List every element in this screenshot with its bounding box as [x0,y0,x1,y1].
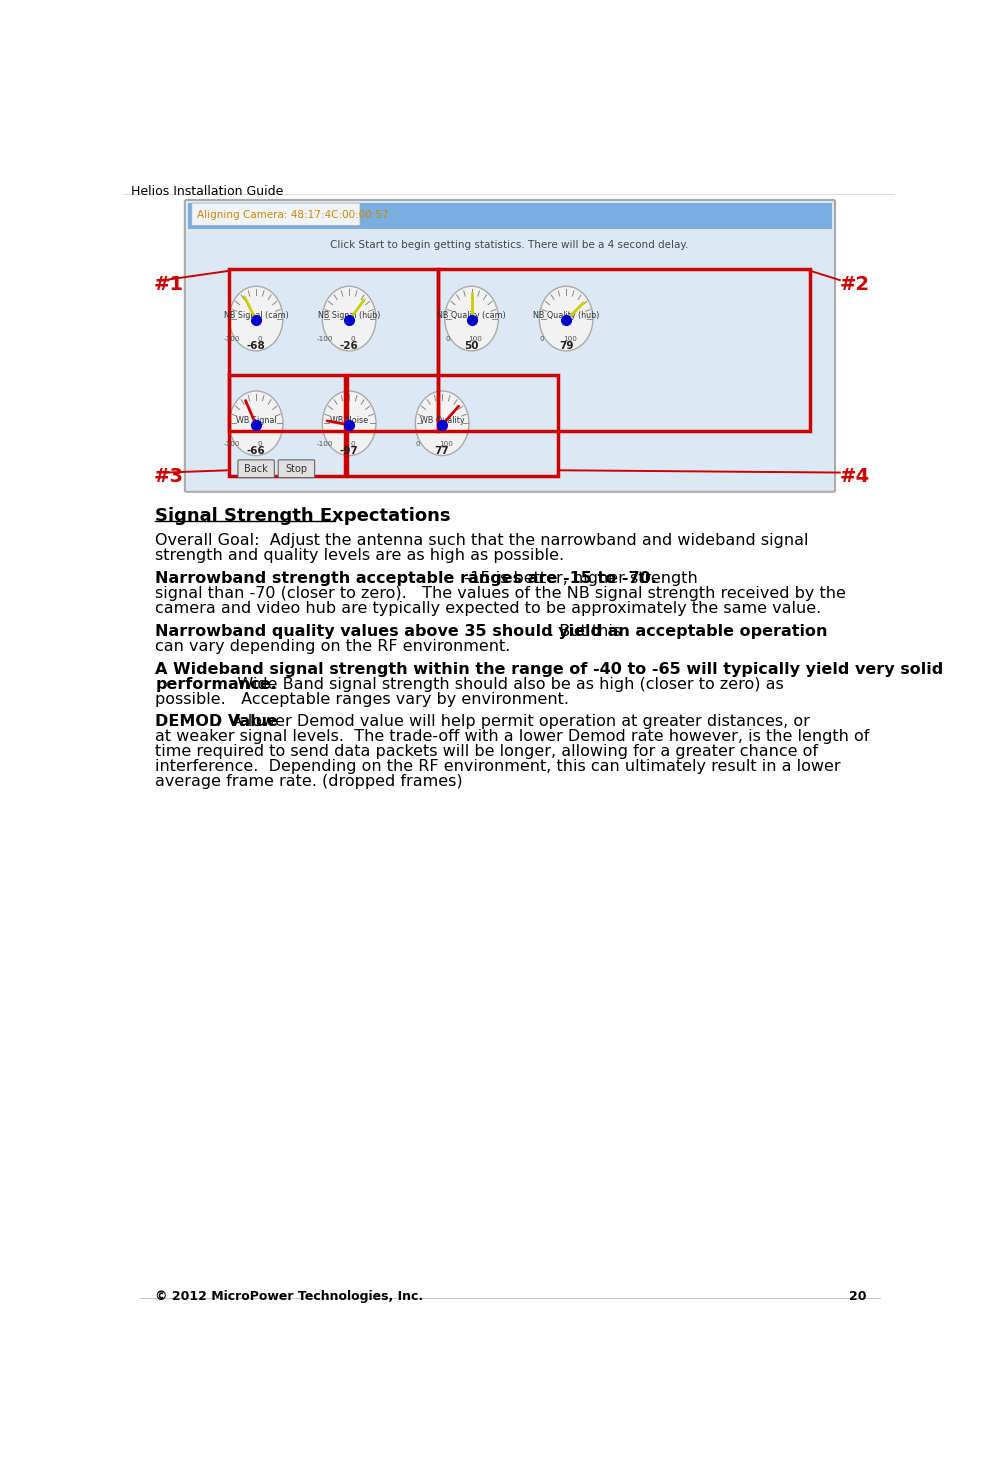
Text: Click Start to begin getting statistics. There will be a 4 second delay.: Click Start to begin getting statistics.… [330,240,688,251]
Ellipse shape [229,286,282,351]
Text: time required to send data packets will be longer, allowing for a greater chance: time required to send data packets will … [155,744,817,759]
Bar [188,203,831,230]
Text: -15 is better, higher strength: -15 is better, higher strength [448,570,697,587]
Text: average frame rate. (dropped frames): average frame rate. (dropped frames) [155,774,462,790]
Text: 100: 100 [438,441,452,447]
Text: :  A lower Demod value will help permit operation at greater distances, or: : A lower Demod value will help permit o… [216,715,809,730]
Text: Wide Band signal strength should also be as high (closer to zero) as: Wide Band signal strength should also be… [222,677,783,691]
Text: can vary depending on the RF environment.: can vary depending on the RF environment… [155,638,510,654]
Text: 0: 0 [257,336,262,342]
Text: WB Noise: WB Noise [330,416,368,425]
Text: Back: Back [244,464,267,473]
Text: © 2012 MicroPower Technologies, Inc.: © 2012 MicroPower Technologies, Inc. [155,1290,423,1303]
FancyBboxPatch shape [185,200,834,492]
Text: -100: -100 [316,336,333,342]
Text: performance.: performance. [155,677,277,691]
Bar [229,374,345,476]
FancyBboxPatch shape [192,203,360,226]
Text: NB Signal (hub): NB Signal (hub) [318,311,380,320]
Text: Helios Installation Guide: Helios Installation Guide [130,184,282,198]
Text: 0: 0 [350,441,355,447]
Text: signal than -70 (closer to zero).   The values of the NB signal strength receive: signal than -70 (closer to zero). The va… [155,587,846,601]
Text: strength and quality levels are as high as possible.: strength and quality levels are as high … [155,548,564,563]
Ellipse shape [322,286,376,351]
Text: WB Signal: WB Signal [236,416,276,425]
Bar [347,374,558,476]
Text: 100: 100 [468,336,482,342]
Text: at weaker signal levels.  The trade-off with a lower Demod rate however, is the : at weaker signal levels. The trade-off w… [155,730,869,744]
Text: DEMOD Value: DEMOD Value [155,715,278,730]
Text: 0: 0 [350,336,355,342]
Text: -97: -97 [339,445,358,455]
Text: . But this: . But this [549,624,620,638]
Text: #4: #4 [839,467,869,486]
Text: -68: -68 [247,340,265,351]
Text: 0: 0 [444,336,449,342]
Text: Narrowband quality values above 35 should yield an acceptable operation: Narrowband quality values above 35 shoul… [155,624,827,638]
Text: 20: 20 [849,1290,866,1303]
Text: NB Signal (cam): NB Signal (cam) [224,311,288,320]
Text: 100: 100 [563,336,577,342]
Text: camera and video hub are typically expected to be approximately the same value.: camera and video hub are typically expec… [155,601,821,616]
Text: 0: 0 [539,336,544,342]
Text: Stop: Stop [285,464,307,473]
Bar [437,270,809,430]
Text: 0: 0 [415,441,419,447]
Text: -66: -66 [247,445,265,455]
Text: 79: 79 [559,340,573,351]
Text: -100: -100 [224,441,240,447]
Text: #2: #2 [839,274,869,293]
Ellipse shape [322,391,376,455]
Text: #3: #3 [154,467,184,486]
Text: -100: -100 [316,441,333,447]
Text: A Wideband signal strength within the range of -40 to -65 will typically yield v: A Wideband signal strength within the ra… [155,662,942,677]
Text: #1: #1 [154,274,184,293]
Ellipse shape [539,286,592,351]
Text: Aligning Camera: 48:17:4C:00:00:57: Aligning Camera: 48:17:4C:00:00:57 [197,209,389,220]
Text: -100: -100 [224,336,240,342]
Text: -26: -26 [339,340,358,351]
Text: NB Quality (cam): NB Quality (cam) [436,311,505,320]
Ellipse shape [229,391,282,455]
Text: 50: 50 [464,340,478,351]
Text: Signal Strength Expectations: Signal Strength Expectations [155,507,450,525]
Text: interference.  Depending on the RF environment, this can ultimately result in a : interference. Depending on the RF enviro… [155,759,840,774]
Text: WB Quality: WB Quality [419,416,464,425]
Text: possible.   Acceptable ranges vary by environment.: possible. Acceptable ranges vary by envi… [155,691,569,706]
Ellipse shape [444,286,498,351]
Text: 0: 0 [257,441,262,447]
Text: NB Quality (hub): NB Quality (hub) [533,311,598,320]
Text: Overall Goal:  Adjust the antenna such that the narrowband and wideband signal: Overall Goal: Adjust the antenna such th… [155,534,808,548]
FancyBboxPatch shape [238,460,274,478]
Bar [229,270,437,430]
Text: 77: 77 [434,445,449,455]
Ellipse shape [414,391,468,455]
FancyBboxPatch shape [278,460,314,478]
Text: Narrowband strength acceptable ranges are -15 to -70.: Narrowband strength acceptable ranges ar… [155,570,657,587]
